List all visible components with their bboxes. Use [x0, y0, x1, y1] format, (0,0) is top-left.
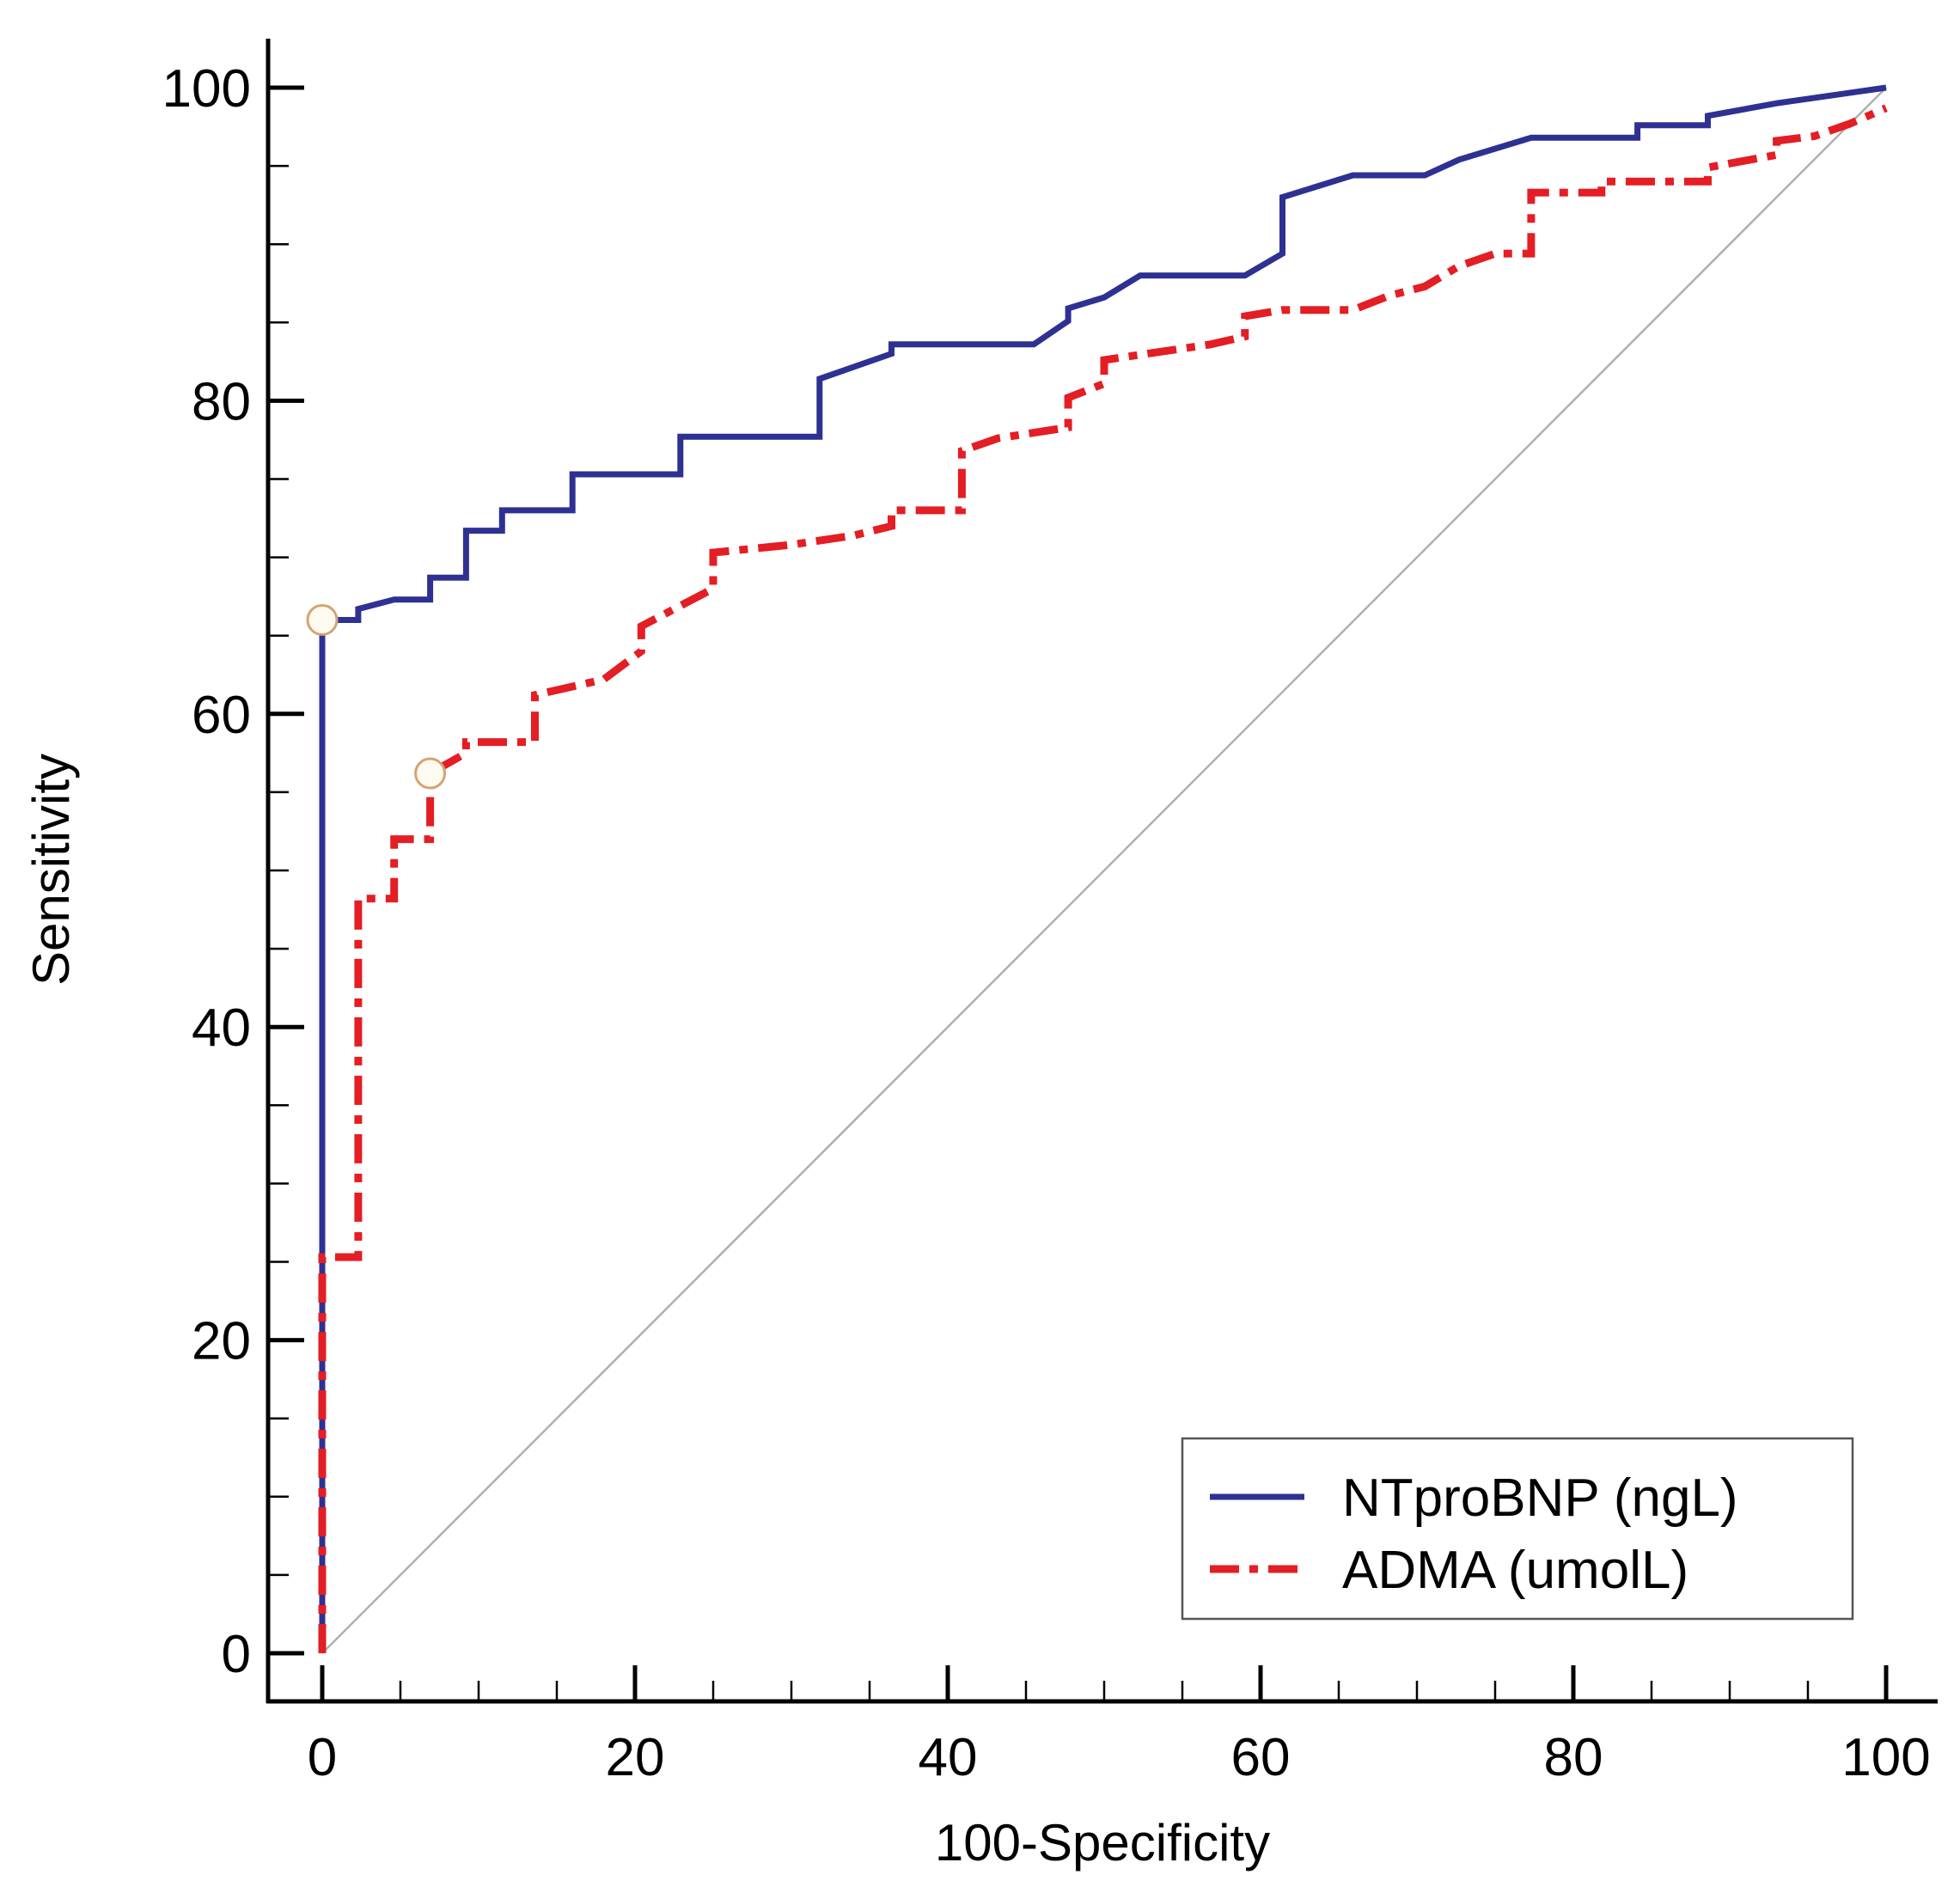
legend-label-ntprobnp: NTproBNP (ngL) [1342, 1469, 1738, 1528]
y-tick-label: 80 [192, 372, 251, 431]
y-tick-label: 40 [192, 998, 251, 1058]
series-line-ntprobnp [319, 84, 1887, 1653]
x-tick-label: 80 [1544, 1728, 1603, 1787]
y-tick-label: 20 [192, 1312, 251, 1371]
x-axis-title: 100-Specificity [935, 1814, 1270, 1872]
x-tick-label: 40 [919, 1728, 978, 1787]
y-axis-ticks: 0 20 40 60 80 100 [162, 59, 304, 1684]
x-tick-label: 60 [1231, 1728, 1291, 1787]
cutoff-point-marker [414, 757, 447, 790]
reference-line-layer [321, 87, 1887, 1654]
y-axis-title: Sensitivity [22, 754, 80, 986]
x-tick-label: 20 [606, 1728, 665, 1787]
legend-label-adma: ADMA (umolL) [1342, 1541, 1688, 1600]
x-tick-label: 100 [1841, 1728, 1930, 1787]
x-tick-label: 0 [308, 1728, 337, 1787]
legend-box [1181, 1437, 1854, 1621]
y-tick-label: 100 [162, 59, 251, 119]
cutoff-point-marker [306, 603, 339, 636]
highlight-marker-layer [306, 603, 447, 790]
y-tick-label: 0 [222, 1625, 251, 1684]
legend: NTproBNP (ngL) ADMA (umolL) [1181, 1437, 1854, 1621]
y-tick-label: 60 [192, 686, 251, 745]
x-axis-ticks: 0 20 40 60 80 100 [308, 1665, 1931, 1787]
series-line-adma [318, 104, 1888, 1653]
series-layer [318, 84, 1888, 1653]
reference-diagonal [321, 87, 1887, 1654]
